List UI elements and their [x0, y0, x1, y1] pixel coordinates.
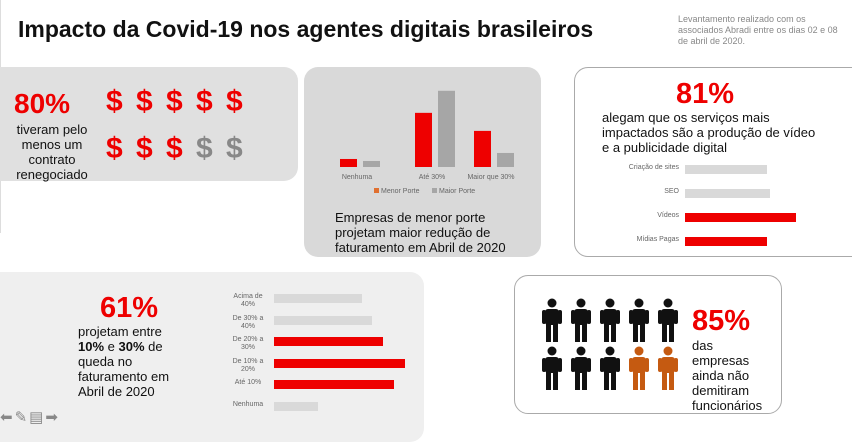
- next-arrow-icon[interactable]: ➡: [45, 409, 60, 426]
- dollar-icon: $: [196, 85, 213, 118]
- layoffs-text: das empresas ainda não demitiram funcion…: [692, 338, 763, 413]
- legend-swatch: [432, 188, 437, 193]
- pencil-icon[interactable]: ✎: [14, 409, 30, 426]
- person-icon: [571, 346, 591, 390]
- bar: [274, 401, 318, 411]
- person-icon: [571, 298, 591, 342]
- y-tick-label: Até 10%: [234, 379, 262, 386]
- bar: [274, 337, 383, 346]
- bar-maior: [497, 152, 514, 167]
- legend-swatch: [374, 188, 379, 193]
- dollar-icon: $: [166, 85, 183, 118]
- slide-controls: ⬅✎▤➡: [0, 408, 60, 426]
- survey-note: Levantamento realizado com os associados…: [678, 14, 838, 46]
- legend-label: Menor Porte: [381, 188, 420, 195]
- services-text: alegam que os serviços mais impactados s…: [602, 110, 816, 155]
- person-icon: [658, 346, 678, 390]
- bar-menor: [340, 158, 357, 167]
- dollar-icon: $: [226, 85, 243, 118]
- person-icon: [629, 346, 649, 390]
- drop-text: projetam entre 10% e 30% de queda no fat…: [78, 324, 178, 399]
- y-tick-label: De 10% a 20%: [232, 357, 264, 373]
- bar: [685, 189, 770, 198]
- page-title: Impacto da Covid-19 nos agentes digitais…: [18, 16, 594, 42]
- person-icon: [542, 298, 562, 342]
- dollar-icon: $: [106, 85, 123, 118]
- person-icon: [600, 298, 620, 342]
- dollar-icon: $: [106, 132, 123, 165]
- dollar-icon: $: [196, 132, 213, 165]
- bar: [685, 237, 767, 246]
- layoffs-percent: 85%: [692, 305, 751, 337]
- y-tick-label: SEO: [664, 188, 679, 195]
- axis-line: [0, 0, 1, 100]
- dollar-icon: $: [166, 132, 183, 165]
- bar-menor: [474, 130, 491, 167]
- person-icon: [542, 346, 562, 390]
- notes-icon[interactable]: ▤: [29, 409, 46, 426]
- bar: [685, 165, 767, 174]
- drop-bold-30: 30%: [118, 339, 145, 354]
- y-tick-label: Acima de 40%: [233, 293, 263, 308]
- y-tick-label: Vídeos: [657, 212, 679, 219]
- drop-and: e: [104, 339, 119, 354]
- bar: [274, 358, 405, 368]
- x-tick-label: Maior que 30%: [467, 174, 514, 181]
- drop-percent: 61%: [100, 292, 159, 324]
- revenue-by-size-chart: Nenhuma Até 30% Maior que 30% Menor Porte Ma…: [340, 90, 515, 195]
- contracts-text: tiveram pelo menos um contrato renegocia…: [16, 122, 88, 182]
- bar-menor: [415, 112, 432, 167]
- drop-bold-10: 10%: [78, 339, 105, 354]
- contracts-percent: 80%: [14, 88, 71, 119]
- y-tick-label: De 20% a 30%: [232, 336, 264, 351]
- y-tick-label: De 30% a 40%: [232, 314, 264, 330]
- x-tick-label: Nenhuma: [342, 174, 372, 181]
- prev-arrow-icon[interactable]: ⬅: [0, 409, 15, 426]
- revenue-size-caption: Empresas de menor porte projetam maior r…: [335, 210, 506, 255]
- dollar-icon: $: [136, 132, 153, 165]
- services-percent: 81%: [676, 78, 735, 110]
- person-icon: [600, 346, 620, 390]
- services-chart: Criação de sites SEO Vídeos Mídias Pagas: [0, 0, 852, 246]
- bar: [274, 294, 362, 303]
- y-tick-label: Nenhuma: [232, 400, 264, 408]
- bar-maior: [363, 160, 380, 167]
- bar: [274, 315, 372, 325]
- bar: [274, 380, 394, 389]
- x-tick-label: Até 30%: [419, 174, 445, 181]
- drop-text-a: projetam entre: [78, 324, 162, 339]
- dollar-icon: $: [136, 85, 153, 118]
- person-icon: [629, 298, 649, 342]
- drop-text-b: de queda no faturamento em Abril de 2020: [78, 339, 170, 399]
- bar: [685, 213, 796, 222]
- contracts-panel: [0, 67, 298, 181]
- dollar-icon: $: [226, 132, 243, 165]
- person-icon: [658, 298, 678, 342]
- y-tick-label: Criação de sites: [628, 164, 679, 171]
- services-panel: [574, 67, 852, 257]
- y-tick-label: Mídias Pagas: [636, 236, 679, 243]
- bar-maior: [438, 90, 455, 167]
- legend-label: Maior Porte: [439, 188, 475, 195]
- layoffs-panel: [514, 275, 782, 414]
